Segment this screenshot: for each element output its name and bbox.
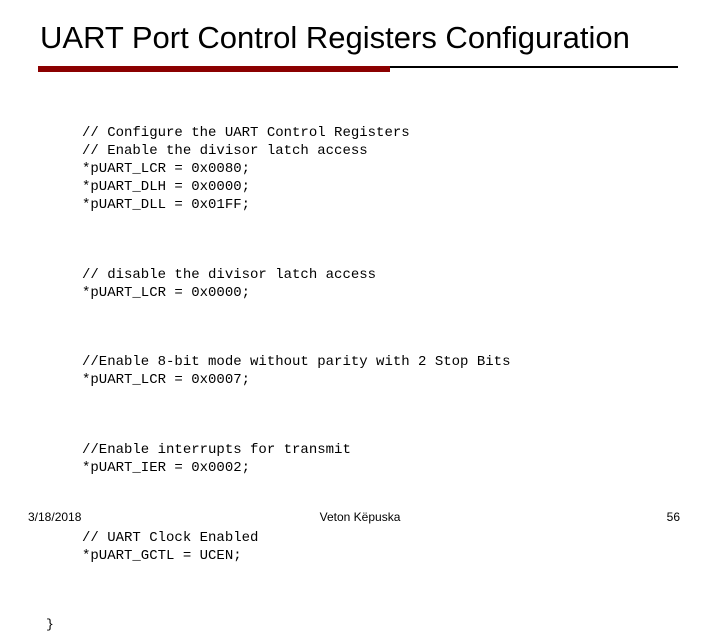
footer-page: 56 <box>667 510 680 524</box>
code-block-4: // UART Clock Enabled *pUART_GCTL = UCEN… <box>82 530 680 566</box>
underline-thick <box>38 66 390 72</box>
code-block-1: // disable the divisor latch access *pUA… <box>82 267 680 303</box>
slide: UART Port Control Registers Configuratio… <box>0 0 720 540</box>
code-block-2: //Enable 8-bit mode without parity with … <box>82 354 680 390</box>
title-underline <box>38 66 678 72</box>
footer: 3/18/2018 Veton Këpuska 56 <box>0 510 720 524</box>
closing-brace: } <box>46 617 680 632</box>
code-area: // Configure the UART Control Registers … <box>82 90 680 618</box>
footer-author: Veton Këpuska <box>320 510 401 524</box>
slide-title: UART Port Control Registers Configuratio… <box>40 20 680 56</box>
code-block-0: // Configure the UART Control Registers … <box>82 125 680 215</box>
code-block-3: //Enable interrupts for transmit *pUART_… <box>82 442 680 478</box>
footer-date: 3/18/2018 <box>28 510 81 524</box>
